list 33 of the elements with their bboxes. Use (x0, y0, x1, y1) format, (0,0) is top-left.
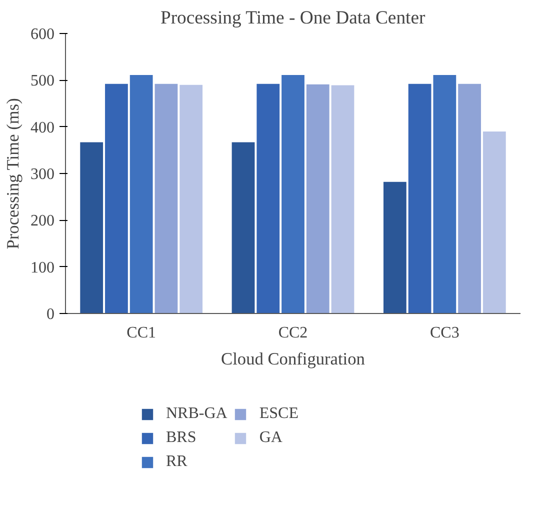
y-tick-label: 400 (30, 119, 54, 136)
y-axis-title: Processing Time (ms) (4, 98, 22, 250)
legend-label: GA (259, 429, 282, 447)
bar (282, 75, 304, 314)
legend-label: NRB-GA (166, 405, 228, 423)
bar (383, 182, 406, 314)
y-tick-label: 300 (30, 166, 54, 183)
bar (80, 142, 104, 314)
x-tick-label: CC3 (430, 324, 460, 342)
y-tick-label: 100 (30, 259, 54, 276)
bar (306, 84, 330, 314)
legend-label: RR (166, 453, 188, 471)
x-axis-title: Cloud Configuration (221, 350, 366, 368)
bar (433, 75, 456, 314)
bar (105, 84, 128, 314)
bar (154, 84, 178, 314)
bar (331, 85, 354, 314)
bar (232, 142, 255, 314)
legend-label: BRS (166, 429, 196, 447)
y-tick-label: 600 (30, 26, 54, 43)
bar (256, 84, 280, 314)
chart-title: Processing Time - One Data Center (160, 8, 426, 28)
y-tick-label: 500 (30, 72, 54, 90)
bar (458, 84, 481, 314)
legend-label: ESCE (259, 405, 298, 423)
bar (408, 84, 432, 314)
bar (130, 75, 153, 314)
y-tick-label: 200 (30, 212, 54, 230)
bar (180, 84, 203, 314)
y-tick-label: 0 (46, 306, 54, 323)
bar (482, 132, 506, 314)
x-tick-label: CC2 (278, 324, 308, 342)
x-tick-label: CC1 (126, 324, 156, 342)
